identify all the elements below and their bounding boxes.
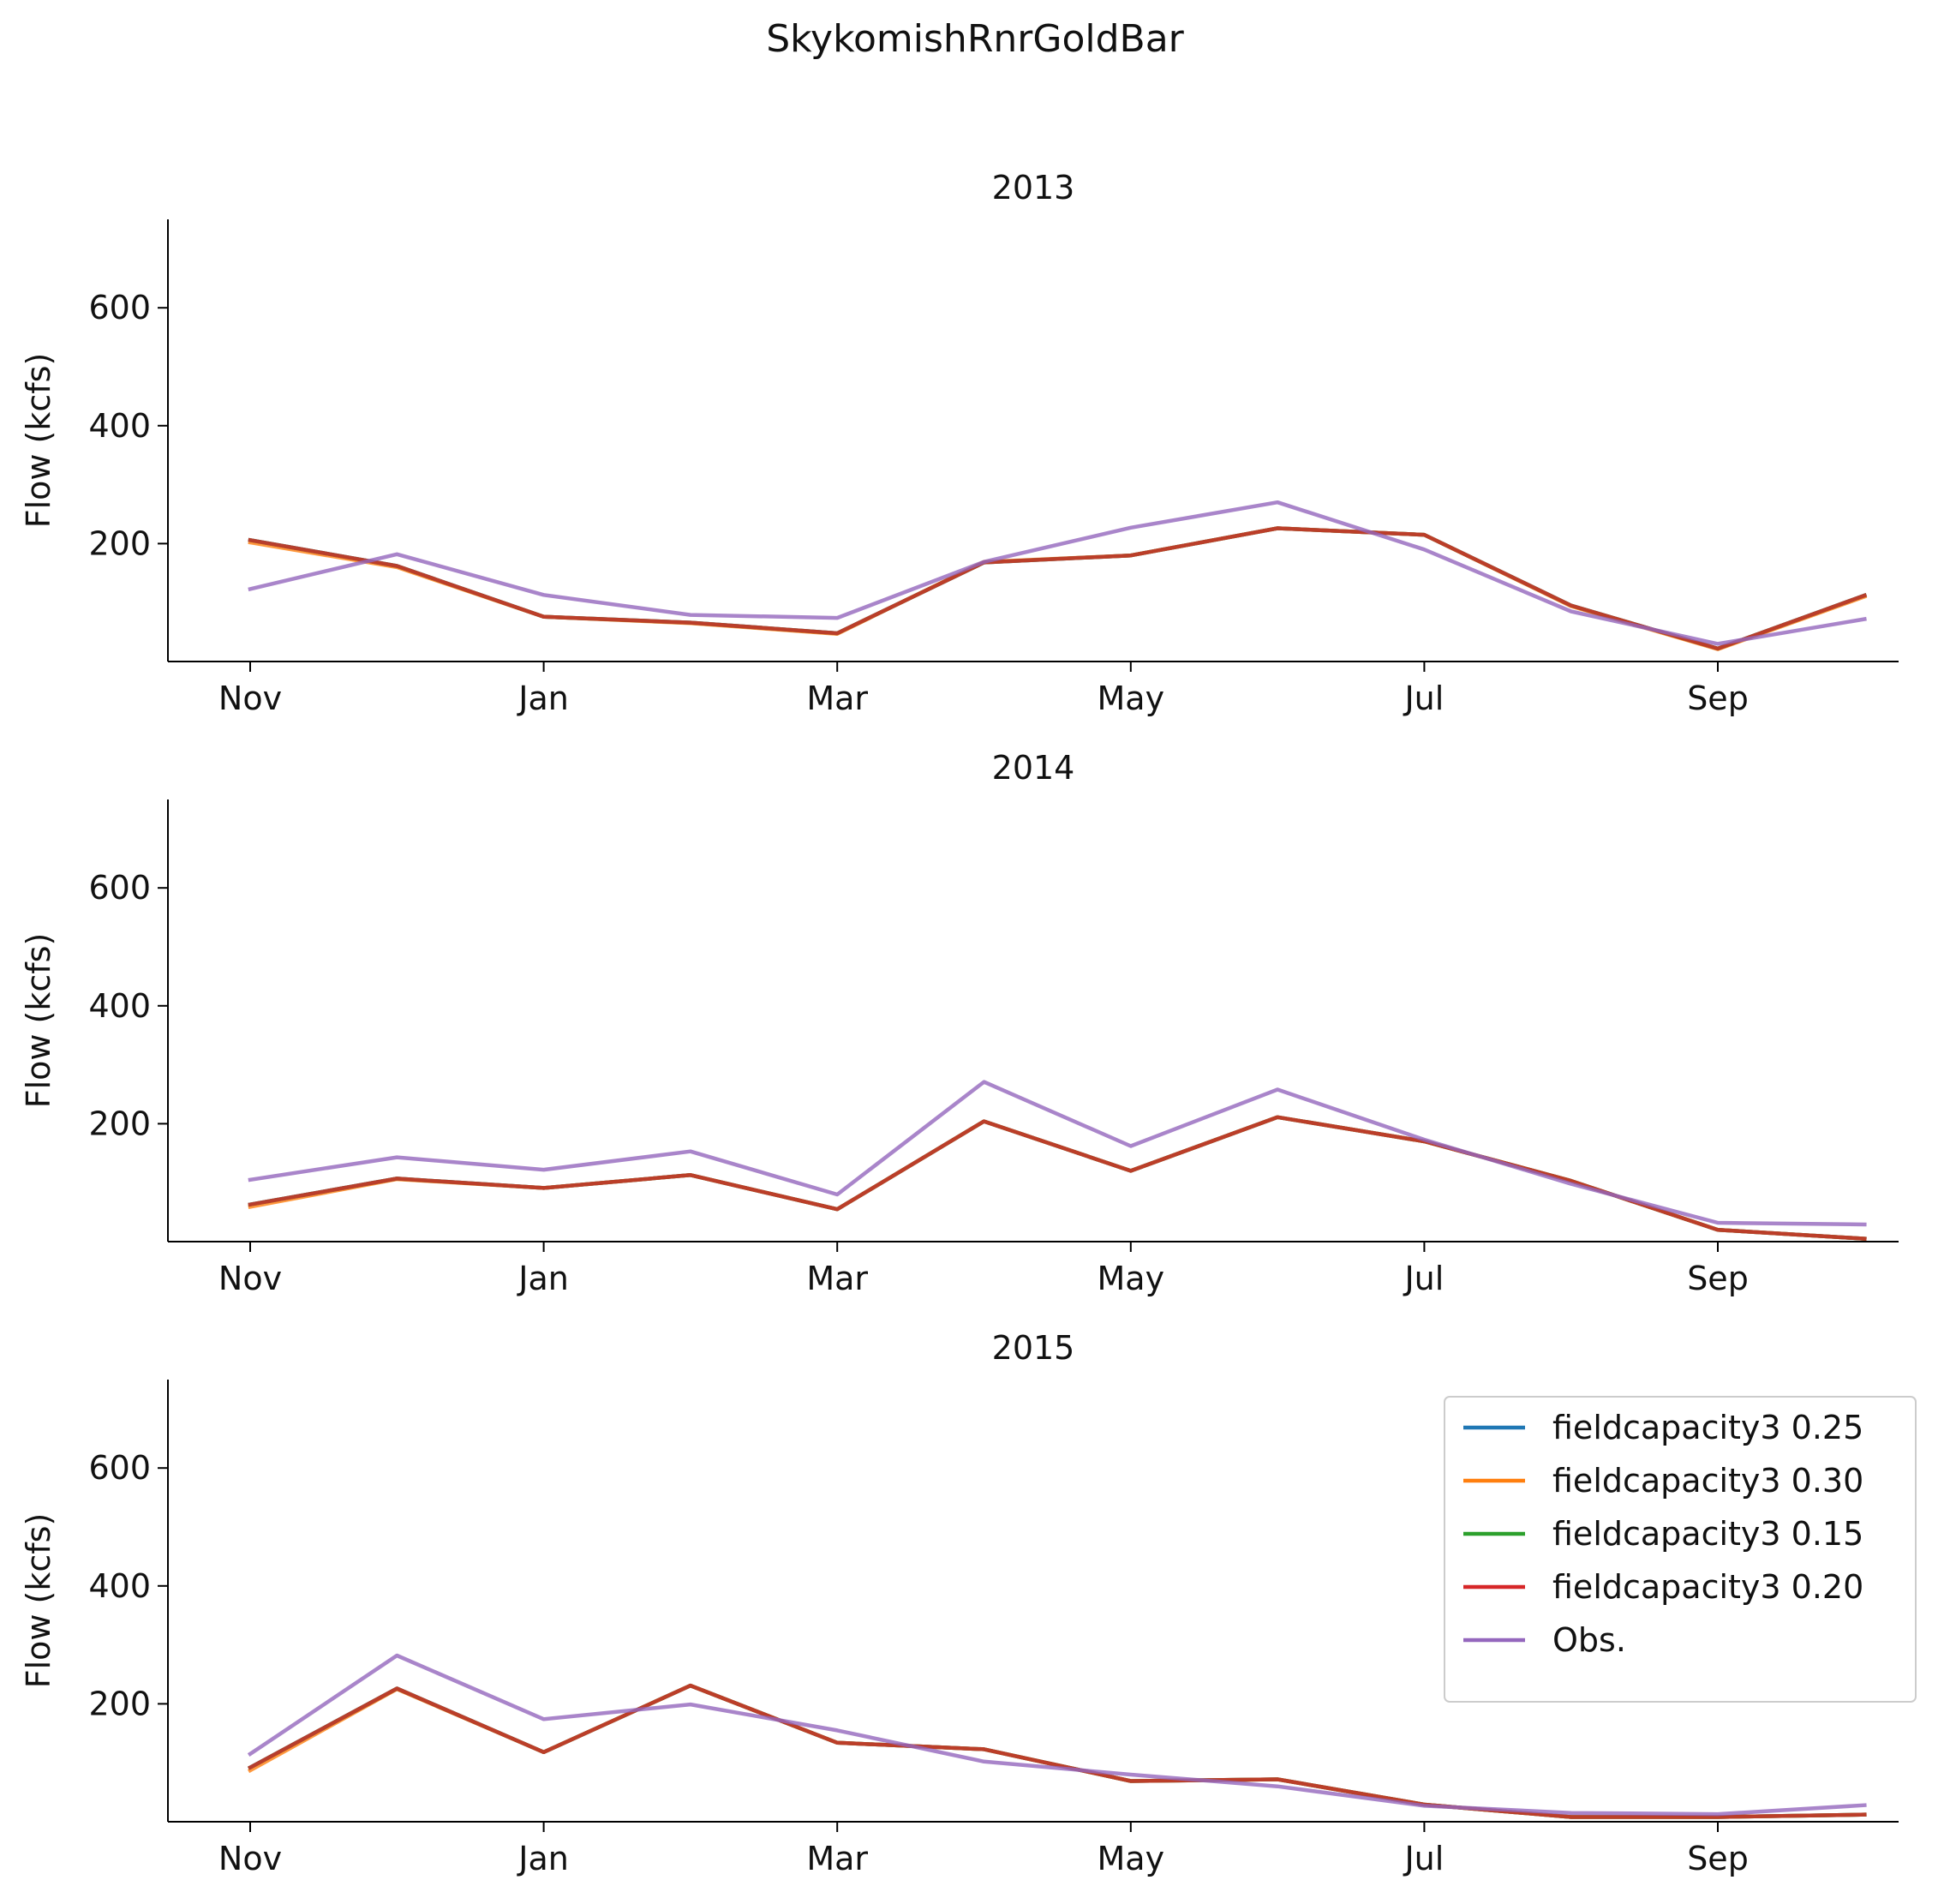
series-line [247, 1683, 1867, 1819]
series-line [248, 526, 1868, 651]
x-tick-label: Nov [218, 1260, 282, 1297]
legend-label: fieldcapacity3 0.20 [1552, 1568, 1863, 1606]
subplot-title: 2015 [992, 1329, 1075, 1367]
legend-label: fieldcapacity3 0.25 [1552, 1409, 1863, 1446]
subplot-title: 2014 [992, 749, 1075, 787]
legend-label: fieldcapacity3 0.15 [1552, 1515, 1863, 1553]
legend-label: Obs. [1552, 1621, 1626, 1659]
series-line [248, 1115, 1867, 1241]
y-tick-label: 400 [88, 987, 151, 1025]
series-line [248, 1115, 1867, 1241]
legend-frame [1444, 1396, 1917, 1703]
x-tick-label: Sep [1687, 680, 1749, 717]
series-line [247, 1683, 1867, 1819]
x-tick-label: Nov [218, 680, 282, 717]
y-tick-label: 600 [88, 869, 151, 907]
x-tick-label: May [1098, 1840, 1165, 1877]
x-tick-label: Sep [1687, 1260, 1749, 1297]
x-tick-label: Mar [806, 1840, 868, 1877]
x-tick-label: May [1098, 1260, 1165, 1297]
subplot-2013: 2013 Flow (kcfs) 200 400 600 Nov Jan Mar May Jul S… [20, 169, 1899, 717]
x-tick-label: Jul [1403, 1840, 1444, 1877]
y-tick-label: 600 [88, 1449, 151, 1487]
subplot-2014: 2014 Flow (kcfs) 200 400 600 Nov Jan Mar May Jul S… [20, 749, 1899, 1297]
x-tick-label: Mar [806, 1260, 868, 1297]
x-tick-label: Jan [517, 1260, 569, 1297]
x-tick-label: Jul [1403, 680, 1444, 717]
x-tick-label: Jan [517, 680, 569, 717]
y-axis-label: Flow (kcfs) [20, 353, 57, 529]
x-tick-label: May [1098, 680, 1165, 717]
y-axis-label: Flow (kcfs) [20, 1513, 57, 1689]
figure-title: SkykomishRnrGoldBar [766, 17, 1184, 61]
series-line [247, 1683, 1867, 1819]
y-tick-label: 400 [88, 1567, 151, 1605]
y-axis-label: Flow (kcfs) [20, 933, 57, 1109]
x-tick-label: Nov [218, 1840, 282, 1877]
x-tick-label: Jul [1403, 1260, 1444, 1297]
x-tick-label: Mar [806, 680, 868, 717]
series-line [248, 1080, 1867, 1227]
x-tick-label: Jan [517, 1840, 569, 1877]
subplot-title: 2013 [992, 169, 1075, 207]
series-line [247, 1653, 1867, 1817]
subplot-2015: 2015 Flow (kcfs) 200 400 600 Nov Jan Mar May Jul S… [20, 1329, 1917, 1877]
y-tick-label: 200 [88, 524, 151, 562]
legend: fieldcapacity3 0.25 fieldcapacity3 0.30 fi… [1444, 1396, 1917, 1703]
legend-label: fieldcapacity3 0.30 [1552, 1462, 1863, 1500]
y-tick-label: 600 [88, 289, 151, 326]
series-line [248, 500, 1867, 646]
series-line [248, 1115, 1867, 1241]
series-line [248, 1115, 1867, 1241]
y-tick-label: 200 [88, 1685, 151, 1722]
x-tick-label: Sep [1687, 1840, 1749, 1877]
y-tick-label: 400 [88, 407, 151, 445]
series-line [247, 1683, 1867, 1819]
y-tick-label: 200 [88, 1105, 151, 1142]
